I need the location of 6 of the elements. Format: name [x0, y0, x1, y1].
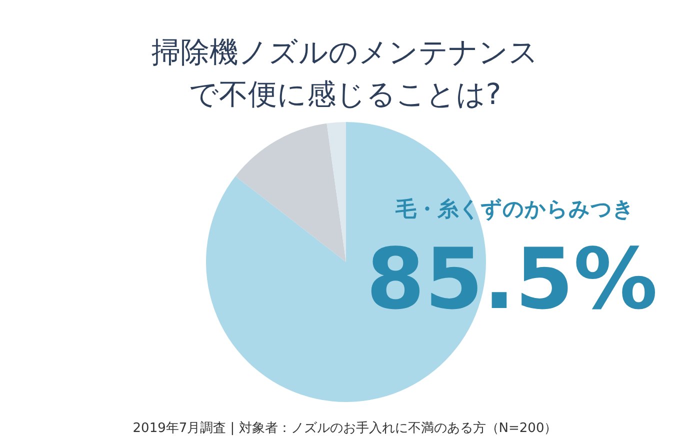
pie-slice [326, 122, 346, 262]
data-label: 85.5% [366, 230, 658, 328]
pie-slice [235, 123, 346, 262]
chart-title: 掃除機ノズルのメンテナンスで不便に感じることは? [152, 35, 538, 111]
text: 2019年7月調査 | 対象者：ノズルのお手入れに不満のある方（N=200） [132, 420, 558, 436]
slice-label: 毛・糸くずのからみつき [394, 197, 634, 221]
